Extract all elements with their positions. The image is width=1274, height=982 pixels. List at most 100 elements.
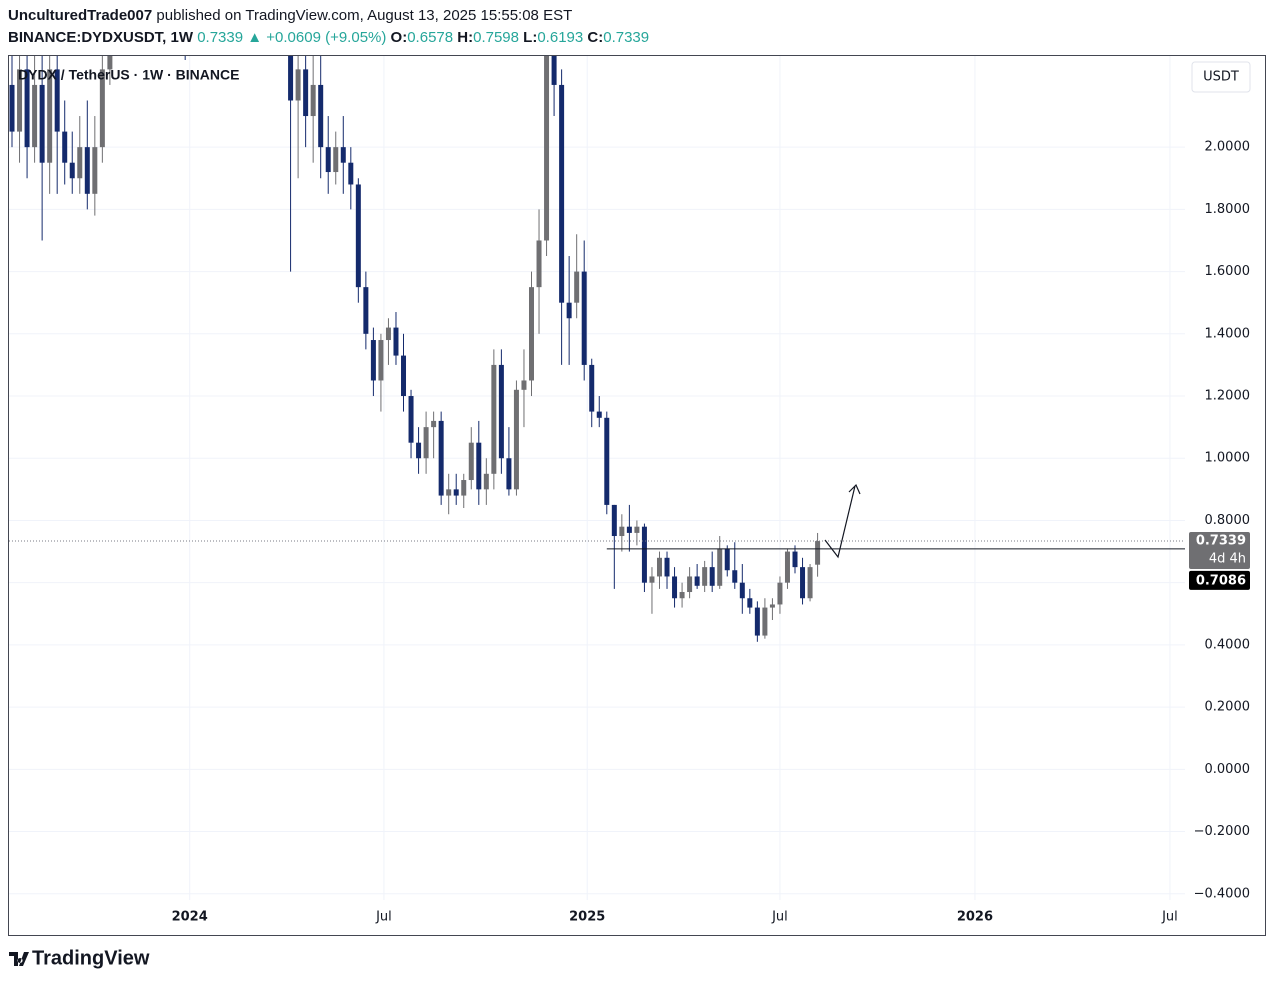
body	[694, 576, 700, 586]
body	[769, 604, 775, 608]
body	[717, 548, 723, 586]
y-tick-label: 1.4000	[1205, 326, 1251, 341]
last: 0.7339	[197, 29, 244, 46]
body	[461, 480, 467, 496]
body	[92, 147, 98, 194]
o-value: 0.6578	[407, 29, 454, 46]
body	[521, 380, 527, 390]
body	[634, 526, 640, 533]
body	[476, 442, 482, 490]
body	[664, 557, 670, 577]
body	[446, 489, 452, 496]
currency-box[interactable]	[1191, 61, 1251, 93]
body	[408, 396, 414, 443]
y-tick-label: 1.8000	[1205, 202, 1251, 217]
body	[656, 557, 662, 577]
body	[604, 417, 610, 505]
y-tick-label: 1.2000	[1205, 389, 1251, 404]
body	[32, 84, 38, 148]
body	[777, 582, 783, 605]
body	[325, 147, 331, 173]
level-label: 0.7086	[1196, 573, 1246, 588]
symbol-line: BINANCE:DYDXUSDT, 1W 0.7339 ▲ +0.0609 (+…	[8, 29, 649, 46]
arrow-drawing	[824, 483, 861, 559]
logo-icon	[9, 952, 29, 966]
c-value: 0.7339	[603, 29, 650, 46]
body	[709, 567, 715, 586]
body	[574, 271, 580, 303]
body	[792, 551, 798, 568]
body	[303, 69, 309, 117]
body	[423, 427, 429, 459]
body	[619, 526, 625, 537]
body	[672, 576, 678, 599]
symbol: BINANCE:DYDXUSDT, 1W	[8, 29, 194, 46]
body	[739, 582, 745, 599]
body	[679, 592, 685, 599]
body	[393, 327, 399, 356]
body	[310, 84, 316, 117]
h-value: 0.7598	[473, 29, 519, 46]
body	[551, 56, 557, 85]
body	[295, 69, 301, 101]
body	[815, 541, 821, 565]
y-tick-label: 0.4000	[1205, 637, 1251, 652]
body	[491, 364, 497, 474]
level-box	[1189, 570, 1250, 590]
body	[483, 473, 489, 490]
body	[566, 302, 572, 319]
body	[281, 0, 286, 7]
body	[363, 287, 369, 334]
x-tick-label: 2026	[957, 910, 993, 925]
frame	[8, 55, 1266, 936]
arrow: ▲	[247, 29, 263, 46]
body	[115, 0, 120, 23]
footer-logo: TradingView	[9, 947, 150, 969]
body	[39, 84, 45, 163]
body	[800, 567, 806, 599]
o-label: O:	[390, 29, 408, 46]
y-tick-label: 0.8000	[1205, 513, 1251, 528]
body	[784, 551, 790, 583]
body	[513, 389, 519, 490]
y-tick-label: 0.0000	[1205, 762, 1251, 777]
x-tick-label: 2024	[172, 910, 208, 925]
x-tick-label: Jul	[771, 910, 788, 925]
c-label: C:	[587, 29, 604, 46]
body	[62, 131, 68, 163]
body	[589, 364, 595, 412]
body	[559, 84, 565, 303]
body	[24, 69, 30, 148]
body	[333, 147, 339, 173]
x-tick-label: Jul	[1161, 910, 1178, 925]
currency: USDT	[1203, 70, 1239, 85]
body	[649, 576, 655, 583]
y-tick-label: 1.6000	[1205, 264, 1251, 279]
body	[84, 147, 90, 194]
published: published on TradingView.com, August 13,…	[156, 7, 573, 24]
change: +0.0609 (+9.05%)	[266, 29, 387, 46]
body	[69, 162, 75, 179]
author: UnculturedTrade007	[8, 7, 153, 24]
body	[468, 442, 474, 481]
body	[641, 526, 647, 583]
body	[747, 598, 753, 608]
x-tick-label: 2025	[569, 910, 605, 925]
body	[17, 69, 23, 132]
body	[724, 548, 730, 571]
body	[596, 411, 602, 418]
body	[544, 56, 550, 241]
body	[807, 567, 813, 599]
body	[626, 526, 632, 533]
body	[453, 489, 459, 496]
y-tick-label: 2.0000	[1205, 140, 1251, 155]
l-value: 0.6193	[537, 29, 584, 46]
body	[318, 84, 324, 148]
body	[348, 162, 354, 185]
body	[378, 340, 384, 381]
body	[340, 147, 346, 163]
countdown: 4d 4h	[1209, 552, 1246, 567]
body	[107, 56, 113, 70]
legend-title: DYDX / TetherUS · 1W · BINANCE	[18, 67, 239, 83]
